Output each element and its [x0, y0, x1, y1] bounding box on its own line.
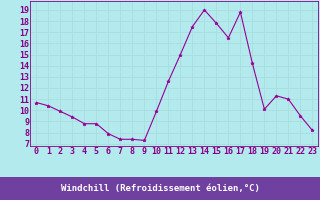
Text: Windchill (Refroidissement éolien,°C): Windchill (Refroidissement éolien,°C) — [60, 184, 260, 193]
